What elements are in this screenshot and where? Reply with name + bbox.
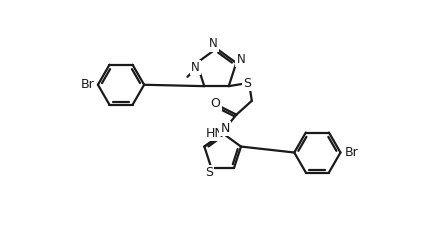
Text: N: N [209, 37, 218, 50]
Text: O: O [211, 97, 220, 110]
Text: S: S [243, 76, 251, 90]
Text: N: N [237, 53, 245, 65]
Text: N: N [220, 122, 230, 135]
Text: Br: Br [80, 78, 94, 91]
Text: HN: HN [206, 127, 224, 140]
Text: S: S [205, 166, 213, 179]
Text: N: N [191, 61, 199, 74]
Text: Br: Br [345, 146, 358, 159]
